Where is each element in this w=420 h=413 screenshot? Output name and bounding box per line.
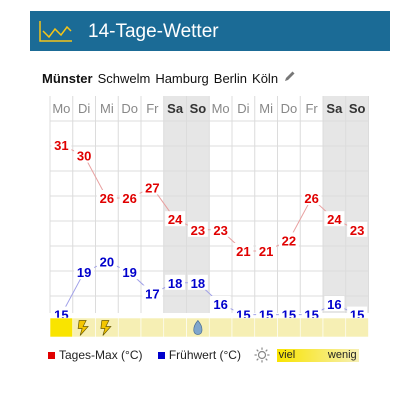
day-label: Do (121, 101, 138, 116)
day-label: Mi (259, 101, 273, 116)
sunshine-cell (49, 317, 74, 338)
value-label-bg (324, 211, 345, 227)
legend-sun: viel wenig (254, 347, 359, 363)
value-label: 22 (282, 233, 296, 248)
value-label: 31 (54, 138, 68, 153)
value-label-bg (301, 190, 322, 205)
sun-scale: viel wenig (276, 348, 359, 362)
sunshine-cell (140, 317, 165, 338)
lightning-icon (100, 320, 112, 336)
value-label: 19 (122, 265, 136, 280)
weekend-column (345, 96, 369, 313)
sun-low-label: wenig (327, 348, 357, 361)
city-tab-4[interactable]: Köln (252, 71, 279, 86)
sun-icon (254, 347, 270, 363)
value-label: 16 (213, 297, 227, 312)
day-label: Mi (100, 101, 114, 116)
value-label: 26 (100, 191, 114, 206)
weekend-column (323, 96, 346, 313)
value-label-bg (142, 179, 163, 195)
value-label-bg (210, 221, 231, 237)
legend-early-label: Frühwert (°C) (168, 348, 241, 362)
weekend-column (163, 96, 187, 313)
day-label: Di (237, 101, 249, 116)
value-label-bg (165, 211, 186, 227)
sunshine-cell (322, 317, 347, 338)
value-label-bg (187, 274, 208, 290)
day-label: Mo (52, 101, 70, 116)
city-tab-1[interactable]: Schwelm (97, 71, 151, 86)
value-label: 21 (259, 244, 273, 259)
value-label: 17 (145, 286, 159, 301)
value-label-bg (119, 264, 140, 280)
legend: Tages-Max (°C) Frühwert (°C) viel wenig (48, 347, 359, 363)
value-label-bg (142, 285, 163, 301)
value-label: 21 (236, 244, 250, 259)
value-label-bg (51, 137, 72, 152)
edit-pencil-icon[interactable] (283, 70, 296, 83)
day-label: Mo (212, 101, 230, 116)
day-label: Do (281, 101, 298, 116)
city-tab-3[interactable]: Berlin (213, 71, 248, 86)
value-label: 24 (168, 212, 183, 227)
value-label: 20 (100, 255, 114, 270)
value-label: 16 (327, 297, 341, 312)
sun-high-label: viel (278, 348, 296, 361)
lightning-icon (77, 320, 89, 336)
value-label: 26 (304, 191, 318, 206)
max-swatch (48, 352, 55, 360)
value-label-bg (74, 264, 95, 280)
sunshine-cell (208, 317, 233, 338)
legend-max-label: Tages-Max (°C) (59, 348, 143, 362)
value-label: 30 (77, 149, 91, 164)
value-label: 23 (213, 223, 227, 238)
value-label-bg (324, 296, 345, 311)
day-label: Fr (146, 101, 159, 116)
day-label: Sa (167, 101, 184, 116)
value-label-bg (119, 190, 140, 205)
legend-max: Tages-Max (°C) (48, 348, 142, 362)
city-tabs: Münster Schwelm Hamburg Berlin Köln (42, 70, 296, 86)
value-label-bg (96, 190, 117, 205)
sunshine-cell (345, 317, 369, 338)
value-label-bg (210, 296, 231, 311)
value-label-bg (233, 243, 254, 258)
chart-logo-icon (39, 21, 72, 42)
day-label: Fr (305, 101, 318, 116)
legend-early: Frühwert (°C) (157, 348, 241, 362)
value-label-bg (165, 274, 186, 290)
city-tab-0[interactable]: Münster (42, 71, 93, 86)
value-label-bg (278, 232, 299, 248)
value-label-bg (347, 221, 368, 237)
value-label: 18 (191, 276, 205, 291)
sunshine-cell (163, 317, 187, 338)
day-label: Di (78, 101, 90, 116)
sunshine-cell (299, 317, 324, 338)
sunshine-cell (277, 317, 301, 338)
value-label-bg (96, 253, 117, 269)
sunshine-cell (231, 317, 256, 338)
value-label: 19 (77, 265, 91, 280)
value-label: 24 (327, 212, 342, 227)
rain-drop-icon (193, 319, 203, 335)
app-title: 14-Tage-Wetter (88, 21, 219, 42)
value-label: 23 (350, 223, 364, 238)
value-label-bg (256, 243, 277, 258)
app-header: 14-Tage-Wetter (30, 11, 390, 51)
value-label: 26 (122, 191, 136, 206)
value-label: 23 (191, 223, 205, 238)
early-swatch (157, 352, 165, 360)
sunshine-cell (254, 317, 278, 338)
day-label: Sa (326, 101, 343, 116)
weekend-column (186, 96, 210, 313)
day-label: So (349, 101, 366, 116)
value-label: 27 (145, 180, 159, 195)
sunshine-cell (117, 317, 142, 338)
city-tab-2[interactable]: Hamburg (155, 71, 209, 86)
value-label-bg (187, 221, 208, 237)
day-label: So (190, 101, 207, 116)
value-label: 18 (168, 276, 182, 291)
value-label-bg (74, 147, 95, 163)
